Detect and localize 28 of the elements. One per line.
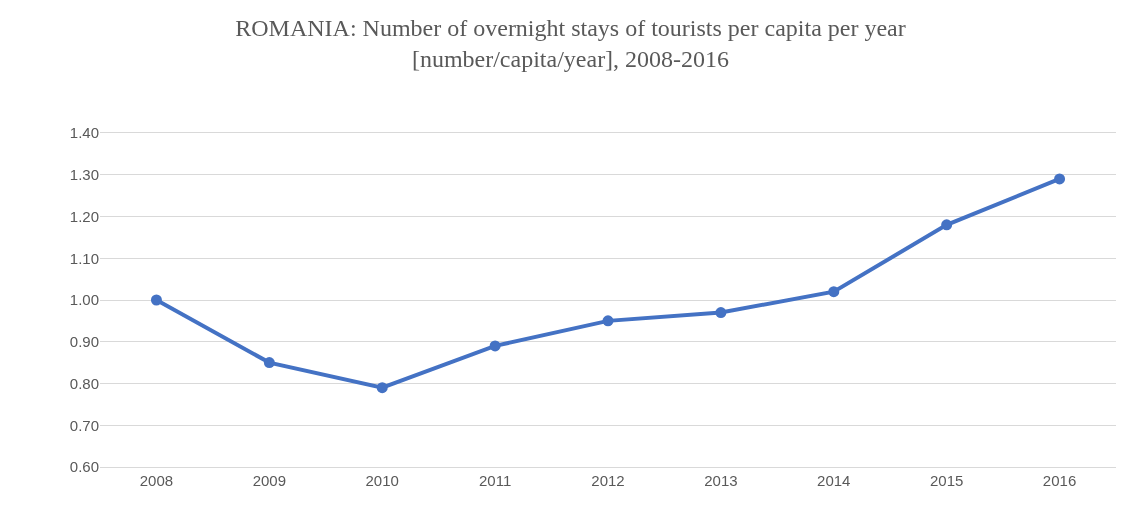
x-tick-label: 2011 — [478, 472, 512, 489]
point — [376, 382, 388, 394]
x-tick-label: 2008 — [139, 472, 174, 489]
x-tick-label: 2009 — [252, 472, 287, 489]
point — [1054, 173, 1066, 185]
y-tick-label: 0.80 — [69, 374, 99, 392]
point — [263, 357, 275, 369]
y-tick-label: 1.30 — [69, 166, 99, 183]
point — [828, 286, 840, 298]
y-tick-label: 1.10 — [69, 249, 99, 267]
y-tick-label: 0.60 — [69, 458, 99, 476]
x-tick-label: 2013 — [704, 472, 738, 489]
x-tick-label: 2015 — [929, 472, 964, 489]
y-tick-label: 1.20 — [69, 207, 99, 225]
point — [489, 340, 501, 352]
point — [602, 315, 614, 327]
x-tick-label: 2016 — [1042, 472, 1077, 489]
point — [150, 294, 162, 306]
y-tick-label: 0.90 — [69, 333, 99, 350]
point — [941, 219, 953, 231]
y-tick-label: 1.00 — [69, 291, 99, 309]
chart-title: ROMANIA: Number of overnight stays of tourists per capita per year [number/capita/year], 2008-2016 — [235, 15, 906, 73]
point — [715, 307, 727, 319]
x-tick-label: 2014 — [817, 472, 851, 489]
y-tick-label: 1.40 — [69, 124, 99, 142]
y-tick-label: 0.70 — [69, 416, 99, 434]
x-tick-label: 2010 — [365, 472, 399, 489]
x-tick-label: 2012 — [591, 472, 625, 489]
